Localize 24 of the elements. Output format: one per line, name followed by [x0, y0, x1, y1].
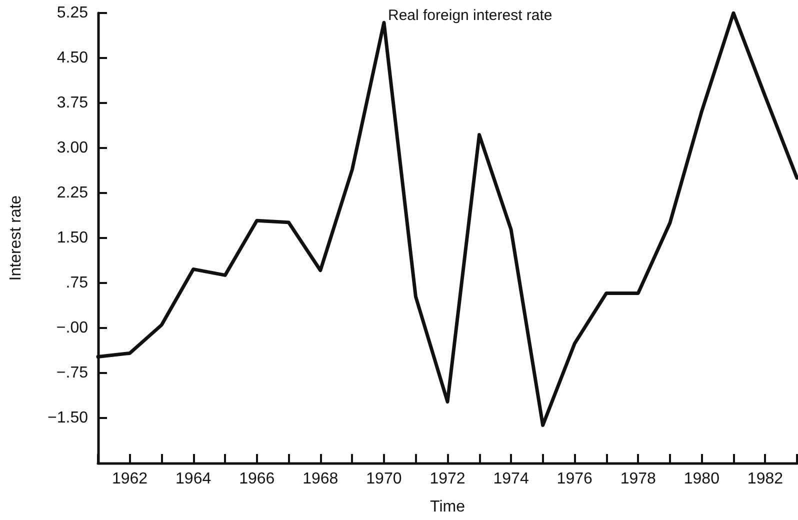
x-tick-label: 1980: [684, 470, 720, 488]
y-tick-label: 4.50: [56, 50, 88, 66]
y-tick-label: 3.00: [56, 140, 88, 156]
x-tick-label: 1964: [176, 470, 212, 488]
y-tick-label: 2.25: [56, 184, 88, 202]
x-tick-label: 1970: [366, 470, 402, 488]
y-tick-label: 5.25: [56, 4, 88, 22]
x-axis-title: Time: [430, 498, 466, 516]
x-tick-label: 1978: [620, 470, 656, 488]
x-tick-label: 1962: [112, 470, 148, 488]
x-tick-label: 1976: [556, 470, 592, 488]
y-tick-label: .75: [66, 274, 88, 292]
x-tick-label: 1972: [430, 470, 466, 488]
y-tick-label: 3.75: [56, 94, 88, 112]
y-tick-label: −.75: [56, 364, 88, 382]
x-tick-label: 1982: [747, 470, 784, 488]
x-tick-label: 1968: [302, 470, 338, 488]
x-tick-label: 1974: [493, 470, 529, 488]
x-tick-label: 1966: [239, 470, 275, 488]
y-tick-label: −1.50: [48, 410, 88, 426]
chart-title: Real foreign interest rate: [388, 7, 552, 24]
y-tick-label: 1.50: [56, 230, 88, 246]
y-axis-title: Interest rate: [8, 195, 24, 281]
y-tick-label: −.00: [56, 320, 88, 336]
